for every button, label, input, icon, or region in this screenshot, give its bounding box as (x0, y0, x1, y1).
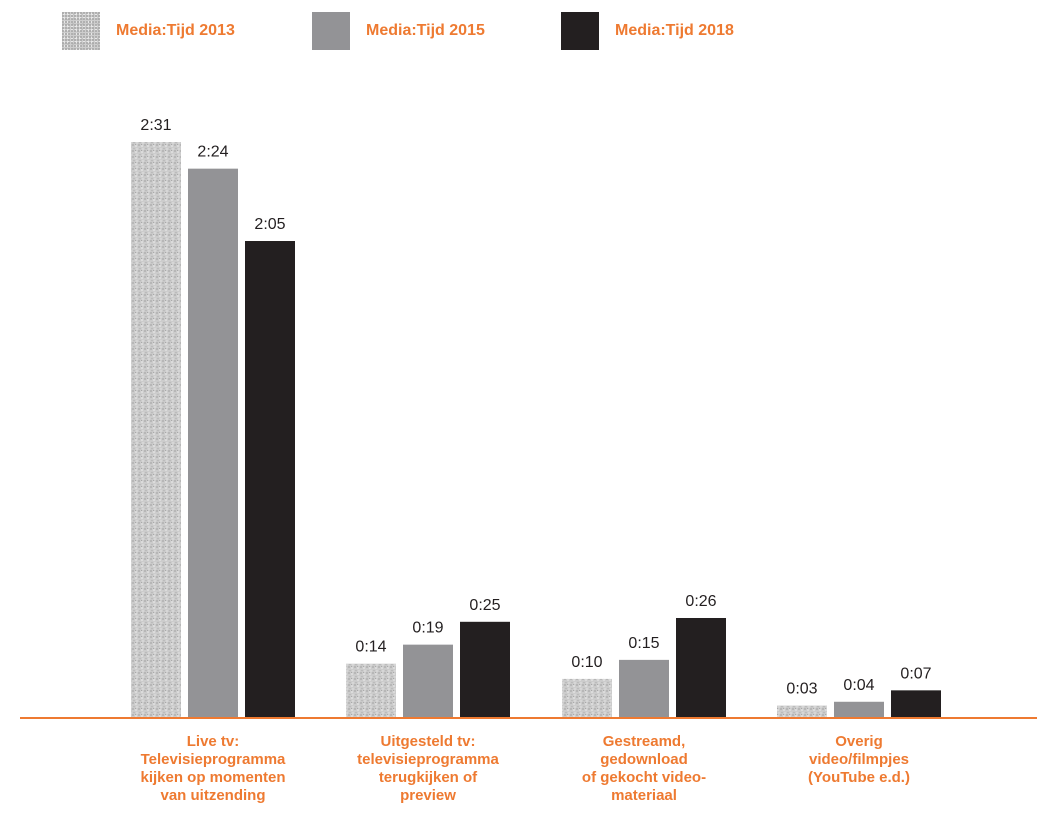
legend-item-2018: Media:Tijd 2018 (561, 12, 734, 50)
value-label-2015-cat-2: 0:15 (628, 635, 659, 652)
value-label-2013-cat-2: 0:10 (571, 654, 602, 671)
bar-2018-cat-1 (460, 621, 510, 717)
legend-swatch-2013 (62, 12, 100, 50)
legend-label-2018: Media:Tijd 2018 (615, 22, 734, 39)
bar-2018-cat-0 (245, 241, 295, 717)
value-label-2018-cat-0: 2:05 (254, 216, 285, 233)
bar-2015-cat-1 (403, 644, 453, 717)
category-label-1: Uitgesteld tv: televisieprogramma terugk… (357, 733, 499, 804)
value-label-2013-cat-1: 0:14 (355, 639, 386, 656)
legend-label-2013: Media:Tijd 2013 (116, 22, 235, 39)
legend-item-2015: Media:Tijd 2015 (312, 12, 485, 50)
bar-2013-cat-1 (346, 663, 396, 717)
value-label-2013-cat-3: 0:03 (786, 681, 817, 698)
value-label-2018-cat-1: 0:25 (469, 597, 500, 614)
legend-label-2015: Media:Tijd 2015 (366, 22, 485, 39)
category-label-3: Overig video/filmpjes (YouTube e.d.) (808, 733, 910, 786)
bar-2015-cat-3 (834, 701, 884, 717)
value-label-2013-cat-0: 2:31 (140, 117, 171, 134)
value-label-2015-cat-3: 0:04 (843, 677, 874, 694)
bar-2013-cat-0 (131, 142, 181, 717)
bar-2013-cat-3 (777, 705, 827, 717)
category-label-0: Live tv: Televisieprogramma kijken op mo… (140, 733, 286, 804)
bar-2018-cat-3 (891, 690, 941, 717)
bar-2015-cat-0 (188, 168, 238, 717)
bar-2018-cat-2 (676, 617, 726, 717)
legend-swatch-2018 (561, 12, 599, 50)
bar-2013-cat-2 (562, 678, 612, 717)
category-label-2: Gestreamd, gedownload of gekocht video- … (581, 733, 707, 804)
value-labels-group: 2:31 2:24 2:05 0:14 0:19 0:25 0:10 0:15 0:26 0:03… (140, 117, 931, 698)
legend-swatch-2015 (312, 12, 350, 50)
value-label-2018-cat-3: 0:07 (900, 665, 931, 682)
bar-2015-cat-2 (619, 659, 669, 717)
bars-group (131, 142, 941, 717)
legend: Media:Tijd 2013 Media:Tijd 2015 Media:Ti… (0, 0, 1037, 60)
value-label-2015-cat-1: 0:19 (412, 620, 443, 637)
value-label-2018-cat-2: 0:26 (685, 593, 716, 610)
legend-item-2013: Media:Tijd 2013 (62, 12, 235, 50)
value-label-2015-cat-0: 2:24 (197, 144, 228, 161)
